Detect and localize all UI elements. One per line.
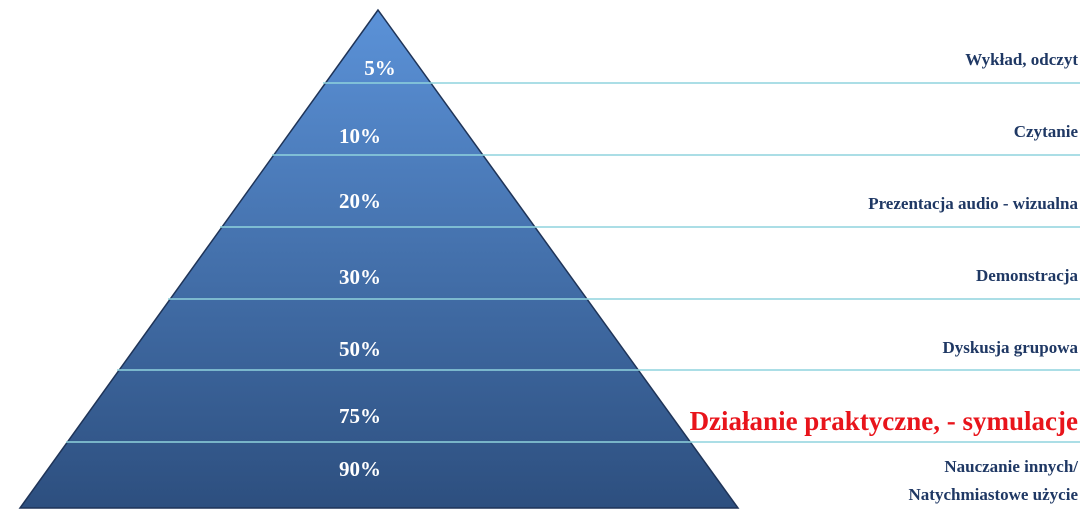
level-2-percent: 10% (339, 124, 381, 148)
level-7-label-line-2: Natychmiastowe użycie (908, 485, 1079, 504)
level-7-percent: 90% (339, 457, 381, 481)
level-3-percent: 20% (339, 189, 381, 213)
pyramid-shape (18, 8, 740, 509)
level-4-label: Demonstracja (976, 266, 1078, 285)
level-3-label: Prezentacja audio - wizualna (868, 194, 1078, 213)
level-6-label-highlighted: Działanie praktyczne, - symulacje (689, 406, 1078, 436)
level-4-percent: 30% (339, 265, 381, 289)
level-2-label: Czytanie (1013, 122, 1078, 141)
level-1-label: Wykład, odczyt (965, 50, 1078, 69)
level-6-percent: 75% (339, 404, 381, 428)
level-1-percent: 5% (364, 56, 396, 80)
level-5-label: Dyskusja grupowa (942, 338, 1078, 357)
level-dividers (66, 82, 1080, 443)
level-7-label: Nauczanie innych/ Natychmiastowe użycie (909, 453, 1079, 509)
level-7-label-line-1: Nauczanie innych/ (944, 457, 1078, 476)
level-5-percent: 50% (339, 337, 381, 361)
